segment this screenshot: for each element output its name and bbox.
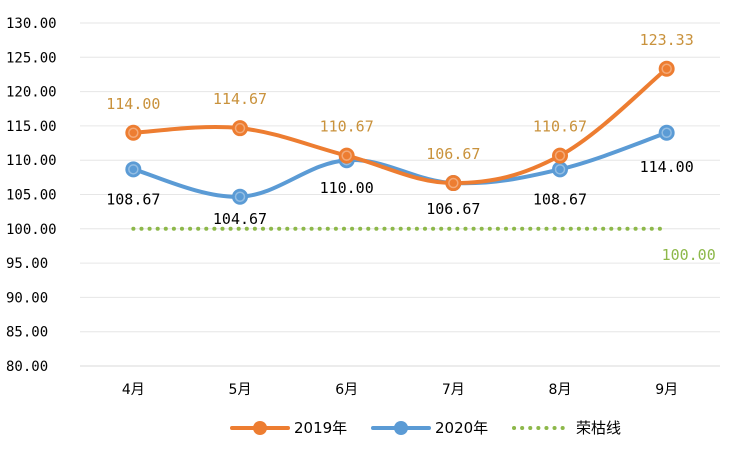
gridlines <box>80 22 720 367</box>
legend-marker-0 <box>253 421 267 435</box>
data-label: 106.67 <box>426 145 480 163</box>
x-tick-label: 6月 <box>335 382 358 398</box>
data-label: 114.00 <box>640 158 694 176</box>
series-line-0 <box>131 66 669 186</box>
series-line-1 <box>131 130 669 199</box>
legend-label-2: 荣枯线 <box>576 419 621 437</box>
x-tick-label: 7月 <box>442 382 465 398</box>
y-axis: 80.00 85.00 90.00 95.00 100.00 105.00 110.00 11… <box>6 16 57 375</box>
x-tick-label: 9月 <box>655 382 678 398</box>
x-tick-label: 4月 <box>122 382 145 398</box>
data-point-inner <box>554 150 566 161</box>
data-label: 114.00 <box>106 95 160 113</box>
y-tick-label: 90.00 <box>6 290 48 306</box>
y-tick-label: 110.00 <box>6 153 57 169</box>
data-point-inner <box>554 164 566 175</box>
data-label: 110.67 <box>320 118 374 136</box>
y-tick-label: 80.00 <box>6 359 48 375</box>
y-tick-label: 95.00 <box>6 256 48 272</box>
y-tick-label: 105.00 <box>6 188 57 204</box>
data-label: 123.33 <box>640 31 694 49</box>
x-axis: 4月 5月 6月 7月 8月 9月 <box>80 365 720 398</box>
data-point-inner <box>448 177 459 189</box>
data-label: 108.67 <box>106 190 160 208</box>
data-point-inner <box>234 122 246 134</box>
data-label: 104.67 <box>213 210 267 228</box>
data-label: 110.67 <box>533 118 587 136</box>
data-point-inner <box>128 127 139 139</box>
x-tick-label: 5月 <box>229 382 252 398</box>
data-point-inner <box>661 63 672 75</box>
y-tick-label: 100.00 <box>6 222 57 238</box>
data-labels: 114.00 114.67 110.67 106.67 110.67 123.33 108.… <box>106 31 716 264</box>
legend-label-1: 2020年 <box>435 419 488 437</box>
data-label: 110.00 <box>320 179 374 197</box>
data-point-inner <box>128 164 139 175</box>
data-point-inner <box>661 127 672 139</box>
y-tick-label: 85.00 <box>6 325 48 341</box>
y-tick-label: 125.00 <box>6 50 57 66</box>
y-tick-label: 115.00 <box>6 119 57 135</box>
legend: 2019年 2020年 荣枯线 <box>230 419 621 437</box>
legend-marker-1 <box>394 421 408 435</box>
data-point-inner <box>341 150 352 161</box>
data-label: 100.00 <box>662 246 716 264</box>
data-label: 114.67 <box>213 90 267 108</box>
data-label: 108.67 <box>533 190 587 208</box>
series-group <box>125 60 675 231</box>
legend-label-0: 2019年 <box>294 419 347 437</box>
x-tick-label: 8月 <box>549 382 572 398</box>
y-tick-label: 130.00 <box>6 16 57 32</box>
y-tick-label: 120.00 <box>6 85 57 101</box>
data-point-inner <box>234 191 246 203</box>
data-label: 106.67 <box>426 200 480 218</box>
